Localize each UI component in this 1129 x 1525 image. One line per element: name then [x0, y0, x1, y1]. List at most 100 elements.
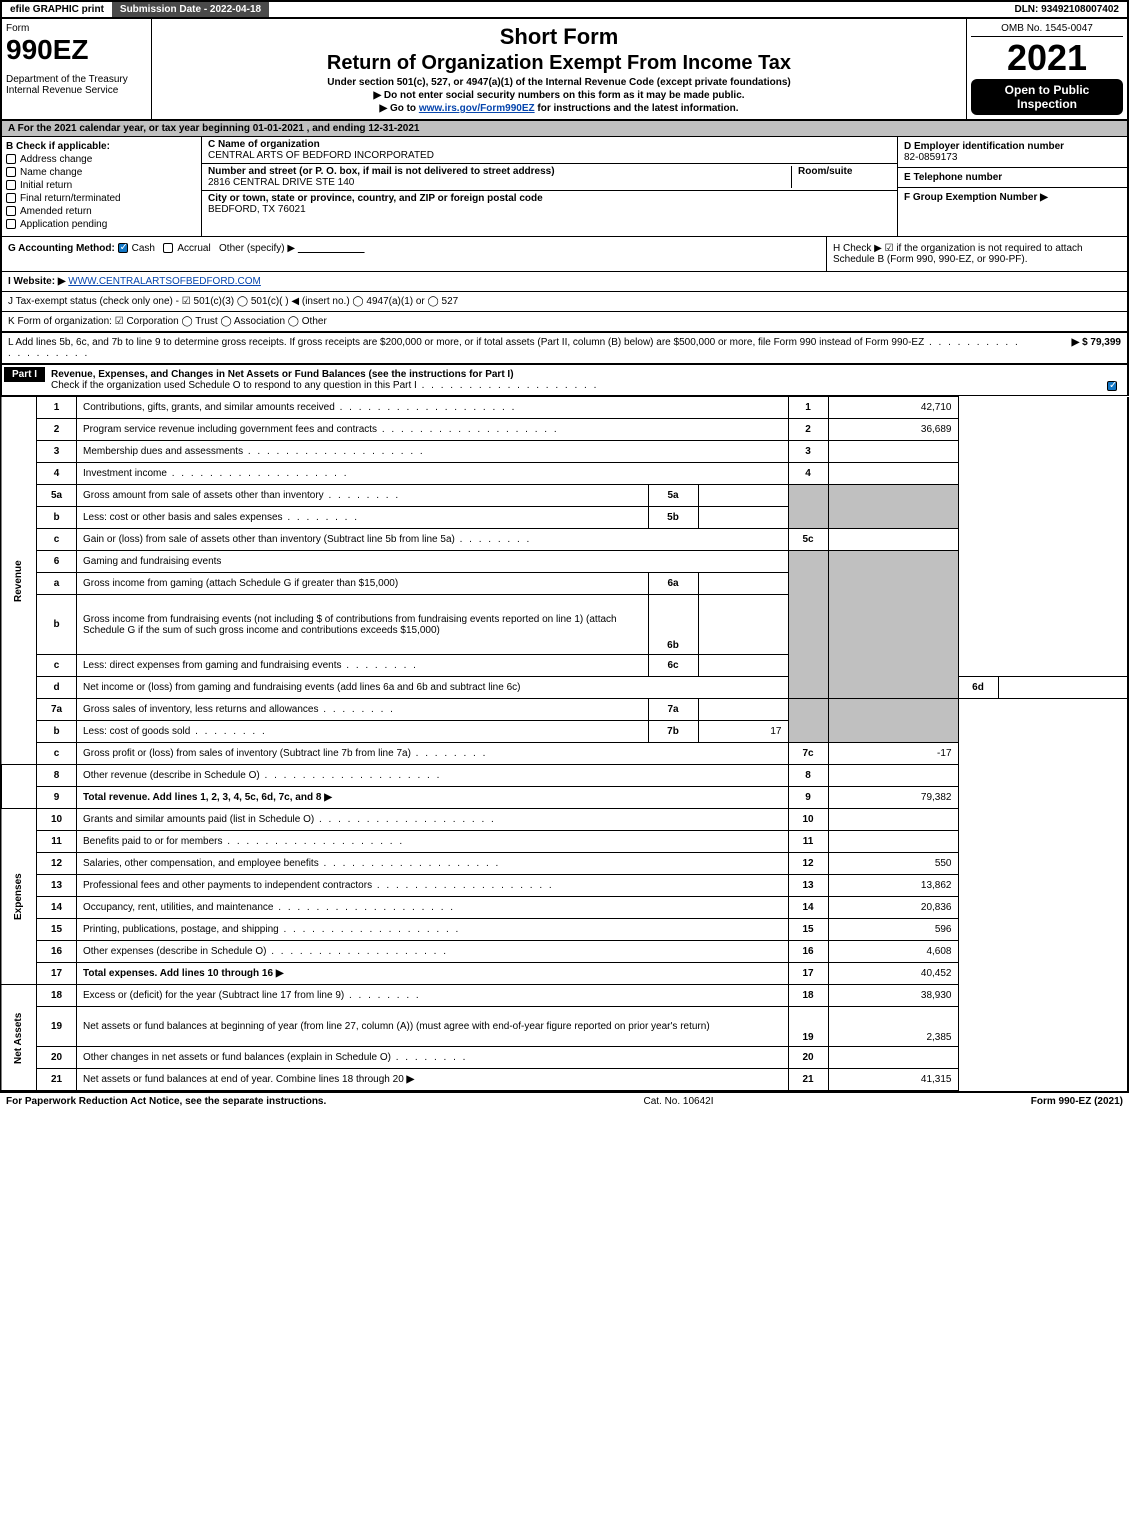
side-netassets: Net Assets: [1, 985, 37, 1091]
line-no: 6: [37, 551, 77, 573]
irs-link[interactable]: www.irs.gov/Form990EZ: [419, 103, 535, 114]
grey-cell: [788, 699, 828, 743]
line-val: [828, 765, 958, 787]
side-revenue: Revenue: [1, 397, 37, 765]
check-cash[interactable]: [118, 243, 128, 253]
goto-pre: ▶ Go to: [379, 103, 418, 114]
line-desc: Less: cost or other basis and sales expe…: [77, 507, 649, 529]
sub-val: 17: [698, 721, 788, 743]
line-val: 40,452: [828, 963, 958, 985]
ein-value: 82-0859173: [904, 152, 957, 163]
submission-date-button[interactable]: Submission Date - 2022-04-18: [112, 2, 269, 17]
website-link[interactable]: WWW.CENTRALARTSOFBEDFORD.COM: [68, 276, 261, 287]
line-val: [828, 463, 958, 485]
grey-cell: [828, 485, 958, 529]
org-city: BEDFORD, TX 76021: [208, 204, 306, 215]
row-j: J Tax-exempt status (check only one) - ☑…: [0, 291, 1129, 311]
part-i-title: Revenue, Expenses, and Changes in Net As…: [51, 369, 514, 380]
table-row: 4 Investment income 4: [1, 463, 1128, 485]
part-i-checkbox[interactable]: [1107, 381, 1117, 391]
check-accrual[interactable]: [163, 243, 173, 253]
line-desc: Gross amount from sale of assets other t…: [77, 485, 649, 507]
line-num: 5c: [788, 529, 828, 551]
efile-label: efile GRAPHIC print: [2, 2, 112, 17]
footer-left: For Paperwork Reduction Act Notice, see …: [6, 1096, 326, 1107]
line-num: 3: [788, 441, 828, 463]
line-num: 7c: [788, 743, 828, 765]
sub-label: 6c: [648, 655, 698, 677]
line-desc: Professional fees and other payments to …: [77, 875, 789, 897]
table-row: 3 Membership dues and assessments 3: [1, 441, 1128, 463]
line-val: 596: [828, 919, 958, 941]
line-no: b: [37, 721, 77, 743]
row-l-amount: ▶ $ 79,399: [1021, 337, 1121, 359]
table-row: c Gain or (loss) from sale of assets oth…: [1, 529, 1128, 551]
revenue-table: Revenue 1 Contributions, gifts, grants, …: [0, 396, 1129, 1091]
line-no: 14: [37, 897, 77, 919]
g-cash: Cash: [132, 243, 155, 254]
row-l: L Add lines 5b, 6c, and 7b to line 9 to …: [0, 332, 1129, 364]
row-l-text: L Add lines 5b, 6c, and 7b to line 9 to …: [8, 337, 1021, 359]
line-desc: Membership dues and assessments: [77, 441, 789, 463]
line-num: 17: [788, 963, 828, 985]
check-name-change[interactable]: [6, 167, 16, 177]
line-desc: Net assets or fund balances at beginning…: [77, 1007, 789, 1047]
check-final-return[interactable]: [6, 193, 16, 203]
line-val: [828, 441, 958, 463]
line-no: b: [37, 595, 77, 655]
sub-label: 5b: [648, 507, 698, 529]
line-num: 2: [788, 419, 828, 441]
table-row: 17 Total expenses. Add lines 10 through …: [1, 963, 1128, 985]
row-g: G Accounting Method: Cash Accrual Other …: [2, 237, 827, 271]
sub-val: [698, 573, 788, 595]
check-application-pending[interactable]: [6, 219, 16, 229]
e-phone-label: E Telephone number: [904, 172, 1121, 183]
table-row: b Gross income from fundraising events (…: [1, 595, 1128, 655]
line-desc: Net income or (loss) from gaming and fun…: [77, 677, 789, 699]
line-num: 19: [788, 1007, 828, 1047]
line-no: 4: [37, 463, 77, 485]
g-accrual: Accrual: [177, 243, 210, 254]
table-row: 20 Other changes in net assets or fund b…: [1, 1047, 1128, 1069]
line-desc: Other changes in net assets or fund bala…: [77, 1047, 789, 1069]
table-row: 21 Net assets or fund balances at end of…: [1, 1069, 1128, 1091]
line-val: 550: [828, 853, 958, 875]
line-no: 21: [37, 1069, 77, 1091]
line-desc: Less: direct expenses from gaming and fu…: [77, 655, 649, 677]
check-address-change[interactable]: [6, 154, 16, 164]
line-val: [828, 809, 958, 831]
check-initial-return[interactable]: [6, 180, 16, 190]
table-row: 12 Salaries, other compensation, and emp…: [1, 853, 1128, 875]
line-num: 12: [788, 853, 828, 875]
page-footer: For Paperwork Reduction Act Notice, see …: [0, 1091, 1129, 1110]
part-i-check-text: Check if the organization used Schedule …: [51, 380, 598, 391]
sub-label: 7a: [648, 699, 698, 721]
line-no: 18: [37, 985, 77, 1007]
section-b-title: B Check if applicable:: [6, 141, 110, 152]
table-row: c Gross profit or (loss) from sales of i…: [1, 743, 1128, 765]
check-amended-return[interactable]: [6, 206, 16, 216]
line-desc: Gain or (loss) from sale of assets other…: [77, 529, 789, 551]
table-row: 19 Net assets or fund balances at beginn…: [1, 1007, 1128, 1047]
goto-post: for instructions and the latest informat…: [535, 103, 739, 114]
header-center: Short Form Return of Organization Exempt…: [152, 19, 967, 119]
sub-label: 6a: [648, 573, 698, 595]
open-to-public: Open to Public Inspection: [971, 79, 1123, 115]
dept-label: Department of the Treasury: [6, 74, 147, 85]
line-num: 21: [788, 1069, 828, 1091]
sub-label: 6b: [648, 595, 698, 655]
line-num: 4: [788, 463, 828, 485]
header-right: OMB No. 1545-0047 2021 Open to Public In…: [967, 19, 1127, 119]
omb-number: OMB No. 1545-0047: [971, 23, 1123, 37]
line-num: 13: [788, 875, 828, 897]
line-desc: Other expenses (describe in Schedule O): [77, 941, 789, 963]
line-desc: Salaries, other compensation, and employ…: [77, 853, 789, 875]
row-k: K Form of organization: ☑ Corporation ◯ …: [0, 311, 1129, 332]
opt-application-pending: Application pending: [20, 219, 107, 230]
line-num: 10: [788, 809, 828, 831]
subtitle: Under section 501(c), 527, or 4947(a)(1)…: [156, 77, 962, 88]
line-no: 9: [37, 787, 77, 809]
line-num: 15: [788, 919, 828, 941]
row-a-tax-year: A For the 2021 calendar year, or tax yea…: [0, 121, 1129, 137]
table-row: 8 Other revenue (describe in Schedule O)…: [1, 765, 1128, 787]
